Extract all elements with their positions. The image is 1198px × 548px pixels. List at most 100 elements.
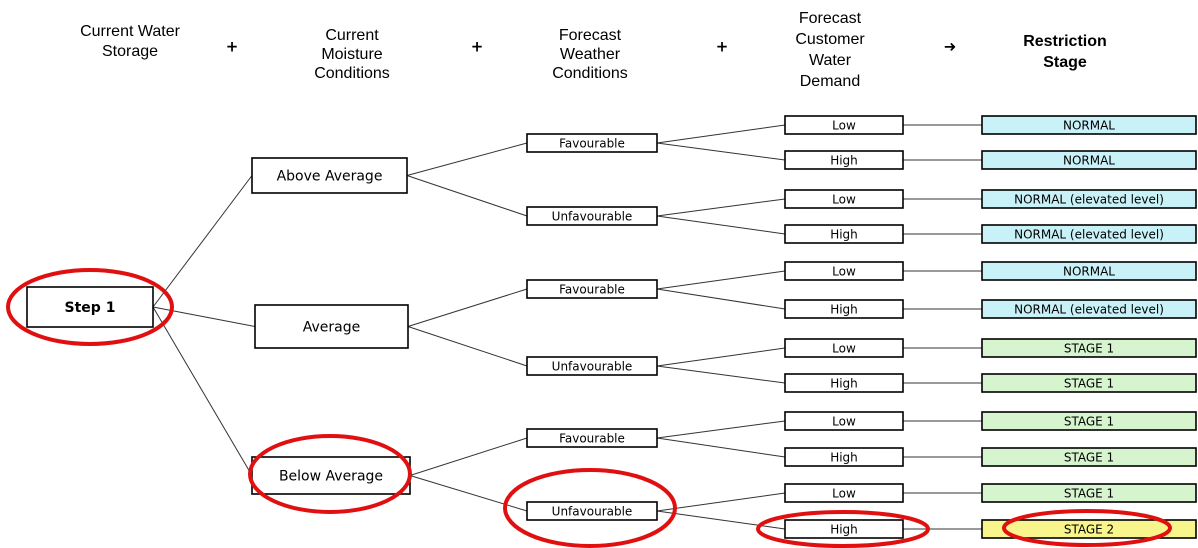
demand-label: High — [830, 451, 858, 465]
demand-box — [784, 299, 904, 319]
demand-box — [784, 373, 904, 393]
stage-box — [981, 261, 1197, 281]
connector — [407, 326, 528, 367]
weather-box — [526, 428, 658, 448]
connector — [656, 437, 786, 458]
demand-label: High — [830, 377, 858, 391]
column-header: Current — [325, 27, 379, 44]
stage-box — [981, 150, 1197, 170]
stage-label: STAGE 1 — [1064, 415, 1114, 429]
stage-box — [981, 115, 1197, 135]
operator: + — [226, 38, 239, 56]
connector — [656, 492, 786, 512]
highlight-circle — [756, 510, 930, 548]
column-header: Conditions — [552, 65, 628, 82]
demand-label: Low — [832, 193, 856, 207]
column-header: Stage — [1043, 54, 1087, 71]
connector — [152, 175, 253, 308]
column-header: Demand — [800, 73, 860, 90]
column-header: Conditions — [314, 65, 390, 82]
moisture-label: Below Average — [279, 469, 383, 485]
moisture-box — [254, 304, 409, 349]
demand-box — [784, 483, 904, 503]
weather-box — [526, 501, 658, 521]
column-header: Forecast — [559, 27, 622, 44]
connector — [409, 437, 528, 476]
stage-label: STAGE 1 — [1064, 377, 1114, 391]
demand-label: High — [830, 303, 858, 317]
weather-label: Unfavourable — [552, 360, 633, 374]
stage-box — [981, 373, 1197, 393]
column-header: Restriction — [1023, 33, 1107, 50]
stage-box — [981, 338, 1197, 358]
column-header: Forecast — [799, 10, 862, 27]
stage-label: STAGE 2 — [1064, 523, 1114, 537]
stage-label: NORMAL — [1063, 265, 1115, 279]
root-label: Step 1 — [65, 300, 116, 316]
connector — [409, 475, 528, 512]
weather-label: Favourable — [559, 432, 625, 446]
connector — [656, 365, 786, 384]
demand-label: Low — [832, 265, 856, 279]
column-header: Weather — [560, 46, 621, 63]
demand-label: High — [830, 523, 858, 537]
stage-box — [981, 189, 1197, 209]
connector — [656, 510, 786, 530]
demand-box — [784, 189, 904, 209]
demand-box — [784, 447, 904, 467]
connector — [407, 288, 528, 327]
highlight-circle — [1002, 509, 1172, 547]
demand-box — [784, 411, 904, 431]
connector — [152, 306, 253, 476]
stage-label: NORMAL (elevated level) — [1014, 303, 1164, 317]
weather-box — [526, 206, 658, 226]
operator: + — [471, 38, 484, 56]
weather-label: Favourable — [559, 137, 625, 151]
operator: + — [716, 38, 729, 56]
connector — [406, 175, 528, 217]
demand-box — [784, 519, 904, 539]
stage-label: NORMAL — [1063, 154, 1115, 168]
weather-box — [526, 356, 658, 376]
weather-label: Favourable — [559, 283, 625, 297]
weather-box — [526, 133, 658, 153]
connector — [656, 347, 786, 367]
stage-box — [981, 483, 1197, 503]
highlight-circle — [503, 468, 677, 548]
column-header: Current Water — [80, 23, 181, 40]
demand-label: Low — [832, 487, 856, 501]
column-header: Moisture — [321, 46, 382, 63]
connector — [656, 142, 786, 161]
operator: ➜ — [944, 38, 957, 56]
stage-label: NORMAL (elevated level) — [1014, 193, 1164, 207]
demand-box — [784, 150, 904, 170]
stage-box — [981, 224, 1197, 244]
connector — [656, 198, 786, 217]
weather-label: Unfavourable — [552, 505, 633, 519]
stage-label: NORMAL — [1063, 119, 1115, 133]
stage-label: STAGE 1 — [1064, 342, 1114, 356]
root-box — [26, 286, 154, 328]
weather-label: Unfavourable — [552, 210, 633, 224]
demand-label: High — [830, 228, 858, 242]
stage-box — [981, 519, 1197, 539]
moisture-box — [251, 157, 408, 194]
demand-box — [784, 338, 904, 358]
connector — [656, 124, 786, 144]
stage-label: STAGE 1 — [1064, 487, 1114, 501]
moisture-label: Above Average — [277, 169, 383, 185]
stage-box — [981, 299, 1197, 319]
weather-box — [526, 279, 658, 299]
demand-label: High — [830, 154, 858, 168]
demand-label: Low — [832, 342, 856, 356]
connector — [656, 270, 786, 290]
connector — [656, 288, 786, 310]
moisture-label: Average — [303, 320, 361, 336]
connector — [656, 420, 786, 439]
connector — [656, 215, 786, 235]
highlight-circle — [6, 268, 174, 346]
column-header: Water — [809, 52, 852, 69]
connector — [406, 142, 528, 176]
stage-box — [981, 411, 1197, 431]
